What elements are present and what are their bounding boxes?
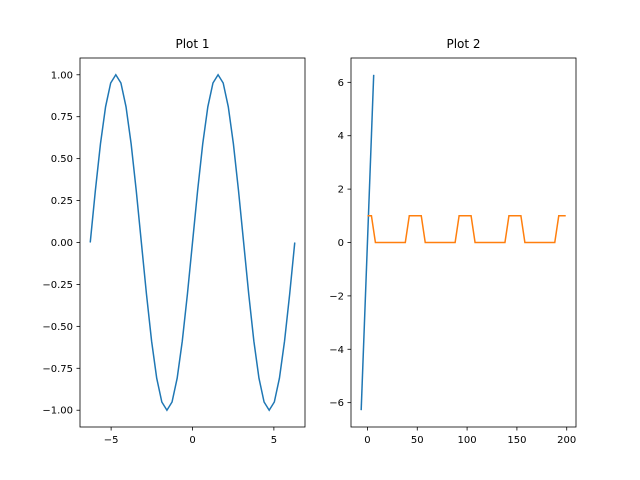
y-tick-label: 0 (338, 238, 344, 249)
line (367, 215, 566, 244)
x-tick-label: 200 (557, 435, 576, 446)
y-tick-label: 4 (338, 131, 344, 142)
x-tick-label: 0 (189, 435, 195, 446)
y-tick-label: −0.25 (42, 280, 73, 291)
y-tick-label: 0.00 (51, 238, 73, 249)
y-tick-label: 0.25 (51, 196, 73, 207)
y-tick-label: −4 (329, 345, 344, 356)
x-tick-label: 0 (364, 435, 370, 446)
y-tick-label: 2 (338, 185, 344, 196)
y-tick-label: −1.00 (42, 406, 73, 417)
y-tick-label: −0.50 (42, 322, 73, 333)
y-tick-label: 1.00 (51, 70, 73, 81)
x-tick-label: 5 (271, 435, 277, 446)
line (89, 73, 296, 412)
x-tick-label: 50 (411, 435, 424, 446)
chart-title: Plot 2 (446, 37, 480, 51)
y-tick-label: −2 (329, 291, 344, 302)
y-tick-label: 0.50 (51, 154, 73, 165)
y-tick-label: −0.75 (42, 364, 73, 375)
x-tick-label: 100 (458, 435, 477, 446)
x-tick-label: −5 (104, 435, 119, 446)
line (360, 74, 375, 411)
axes-frame (350, 57, 577, 428)
y-tick-label: −6 (329, 398, 344, 409)
y-tick-label: 0.75 (51, 112, 73, 123)
x-tick-label: 150 (507, 435, 526, 446)
chart-title: Plot 1 (175, 37, 209, 51)
y-tick-label: 6 (338, 78, 344, 89)
axes-frame (79, 57, 306, 428)
